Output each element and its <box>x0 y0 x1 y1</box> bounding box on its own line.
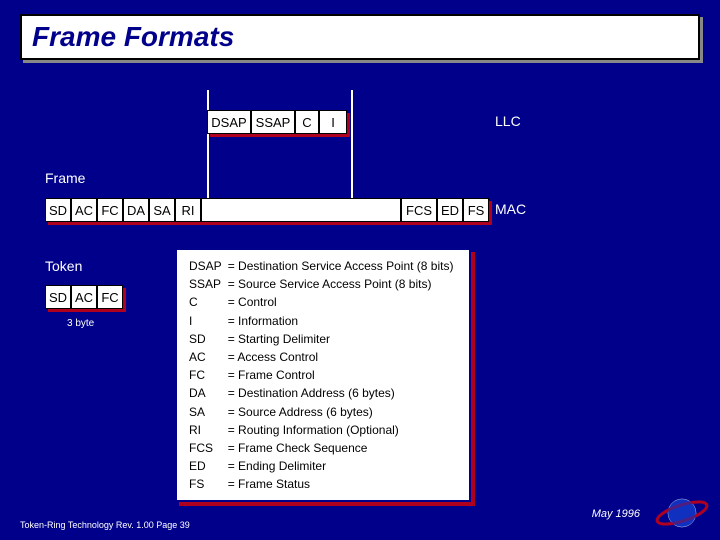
legend-row: FC= Frame Control <box>189 367 457 383</box>
legend-row: AC= Access Control <box>189 349 457 365</box>
title-bar: Frame Formats <box>20 14 700 60</box>
field-cell: FCS <box>401 198 437 222</box>
legend-table: DSAP= Destination Service Access Point (… <box>187 256 459 494</box>
frame-row: SDACFCDASARI FCSEDFS <box>45 198 489 222</box>
token-section-label: Token <box>45 258 82 274</box>
legend-row: SSAP= Source Service Access Point (8 bit… <box>189 276 457 292</box>
legend-key: SD <box>189 331 226 347</box>
legend-value: = Source Service Access Point (8 bits) <box>228 276 458 292</box>
legend-row: I= Information <box>189 313 457 329</box>
llc-label: LLC <box>495 113 521 129</box>
legend-key: FS <box>189 476 226 492</box>
legend-key: DA <box>189 385 226 401</box>
field-cell: SSAP <box>251 110 295 134</box>
legend-value: = Access Control <box>228 349 458 365</box>
legend-row: C= Control <box>189 294 457 310</box>
llc-row: DSAPSSAPCI <box>207 110 347 134</box>
legend-key: FC <box>189 367 226 383</box>
field-cell: AC <box>71 198 97 222</box>
connector-line <box>207 90 209 198</box>
field-cell: C <box>295 110 319 134</box>
legend-value: = Starting Delimiter <box>228 331 458 347</box>
token-row: SDACFC <box>45 285 123 309</box>
legend-key: C <box>189 294 226 310</box>
field-cell <box>201 198 401 222</box>
legend-key: I <box>189 313 226 329</box>
legend-value: = Frame Status <box>228 476 458 492</box>
field-cell: FC <box>97 198 123 222</box>
field-cell: AC <box>71 285 97 309</box>
legend-key: SA <box>189 404 226 420</box>
legend-value: = Control <box>228 294 458 310</box>
legend-box: DSAP= Destination Service Access Point (… <box>175 248 471 502</box>
legend-value: = Frame Check Sequence <box>228 440 458 456</box>
legend-value: = Ending Delimiter <box>228 458 458 474</box>
legend-row: SA= Source Address (6 bytes) <box>189 404 457 420</box>
legend-row: FCS= Frame Check Sequence <box>189 440 457 456</box>
connector-line <box>351 90 353 198</box>
legend-value: = Destination Address (6 bytes) <box>228 385 458 401</box>
legend-value: = Frame Control <box>228 367 458 383</box>
planet-logo-icon <box>654 492 710 534</box>
field-cell: RI <box>175 198 201 222</box>
legend-value: = Routing Information (Optional) <box>228 422 458 438</box>
frame-section-label: Frame <box>45 170 85 186</box>
legend-row: DA= Destination Address (6 bytes) <box>189 385 457 401</box>
legend-key: RI <box>189 422 226 438</box>
field-cell: SA <box>149 198 175 222</box>
legend-key: SSAP <box>189 276 226 292</box>
field-cell: SD <box>45 198 71 222</box>
legend-row: SD= Starting Delimiter <box>189 331 457 347</box>
legend-row: RI= Routing Information (Optional) <box>189 422 457 438</box>
field-cell: DSAP <box>207 110 251 134</box>
field-cell: DA <box>123 198 149 222</box>
field-cell: ED <box>437 198 463 222</box>
legend-row: ED= Ending Delimiter <box>189 458 457 474</box>
footer-left: Token-Ring Technology Rev. 1.00 Page 39 <box>20 520 190 530</box>
legend-value: = Source Address (6 bytes) <box>228 404 458 420</box>
footer-right: May 1996 <box>592 508 640 520</box>
field-cell: FC <box>97 285 123 309</box>
legend-row: DSAP= Destination Service Access Point (… <box>189 258 457 274</box>
legend-key: FCS <box>189 440 226 456</box>
legend-key: AC <box>189 349 226 365</box>
legend-value: = Information <box>228 313 458 329</box>
legend-key: DSAP <box>189 258 226 274</box>
field-cell: FS <box>463 198 489 222</box>
legend-value: = Destination Service Access Point (8 bi… <box>228 258 458 274</box>
legend-key: ED <box>189 458 226 474</box>
token-caption: 3 byte <box>67 318 94 329</box>
page-title: Frame Formats <box>32 21 234 53</box>
legend-row: FS= Frame Status <box>189 476 457 492</box>
field-cell: I <box>319 110 347 134</box>
field-cell: SD <box>45 285 71 309</box>
mac-label: MAC <box>495 201 526 217</box>
